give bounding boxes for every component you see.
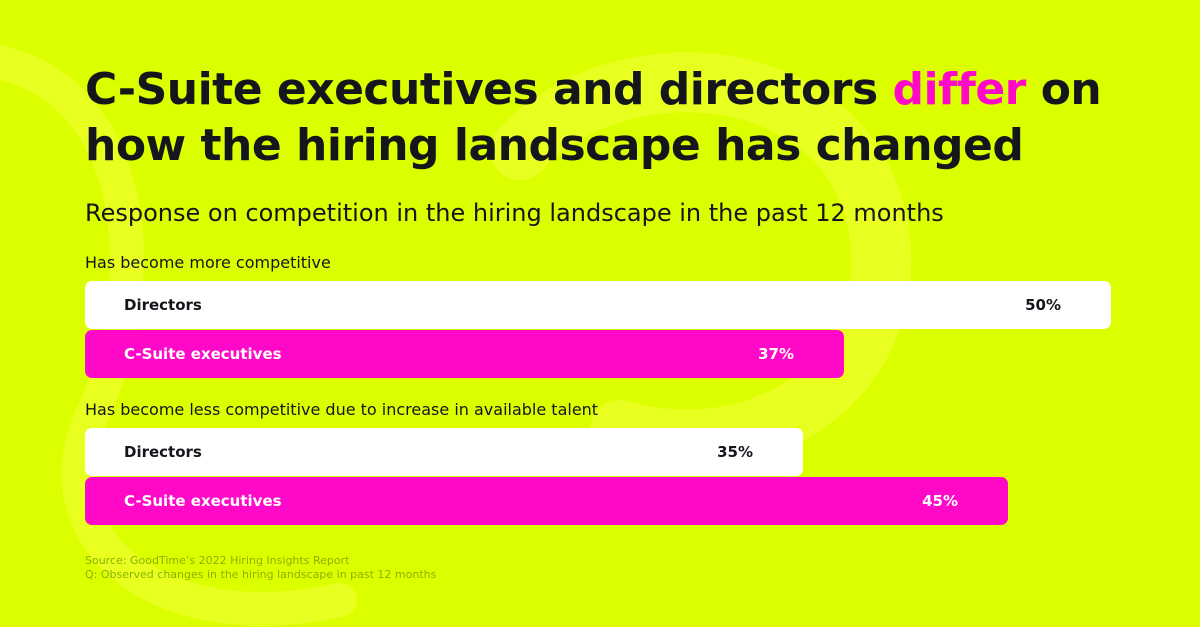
category-label: Has become more competitive (85, 253, 331, 272)
series-label: C-Suite executives (124, 492, 282, 510)
bar-directors: Directors 35% (85, 428, 803, 476)
category-label: Has become less competitive due to incre… (85, 400, 599, 419)
data-label: 37% (758, 345, 794, 363)
page-title: C-Suite executives and directors differ … (85, 64, 1102, 171)
series-label: C-Suite executives (124, 345, 282, 363)
bar-directors: Directors 50% (85, 281, 1111, 329)
series-label: Directors (124, 443, 202, 461)
data-label: 45% (922, 492, 958, 510)
series-label: Directors (124, 296, 202, 314)
bar-c-suite: C-Suite executives 45% (85, 477, 1008, 525)
data-label: 35% (717, 443, 753, 461)
source-note: Source: GoodTime’s 2022 Hiring Insights … (85, 554, 436, 582)
title-highlight-word: differ (892, 64, 1026, 115)
question-line: Q: Observed changes in the hiring landsc… (85, 568, 437, 581)
data-label: 50% (1025, 296, 1061, 314)
chart-subtitle: Response on competition in the hiring la… (85, 199, 944, 227)
source-line: Source: GoodTime’s 2022 Hiring Insights … (85, 554, 350, 567)
bar-c-suite: C-Suite executives 37% (85, 330, 844, 378)
